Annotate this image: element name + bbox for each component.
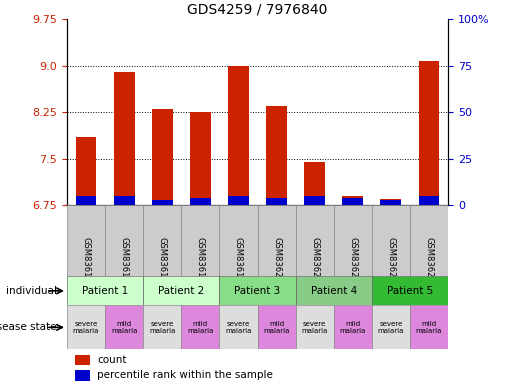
Text: mild
malaria: mild malaria [187,321,214,334]
Bar [75,370,90,381]
Bar [181,205,219,276]
Bar [67,276,143,305]
Bar [410,305,448,349]
Bar [228,66,249,205]
Bar [67,205,105,276]
Bar [143,205,181,276]
Text: individual: individual [6,286,57,296]
Bar [105,305,143,349]
Bar [76,137,96,205]
Bar [75,355,90,365]
Text: GSM836202: GSM836202 [348,237,357,288]
Bar [410,205,448,276]
Bar [190,198,211,205]
Text: GSM836198: GSM836198 [196,237,205,288]
Bar [342,196,363,205]
Text: GSM836195: GSM836195 [81,237,91,288]
Text: mild
malaria: mild malaria [339,321,366,334]
Text: count: count [97,355,127,365]
Bar [114,196,134,205]
Text: mild
malaria: mild malaria [111,321,138,334]
Text: Patient 4: Patient 4 [311,286,357,296]
Bar [296,276,372,305]
Text: Patient 5: Patient 5 [387,286,433,296]
Text: Patient 2: Patient 2 [158,286,204,296]
Bar [228,196,249,205]
Bar [181,305,219,349]
Bar [372,205,410,276]
Bar [105,205,143,276]
Text: severe
malaria: severe malaria [73,321,99,334]
Bar [296,305,334,349]
Bar [334,305,372,349]
Bar [381,199,401,205]
Text: GSM836199: GSM836199 [234,237,243,288]
Text: severe
malaria: severe malaria [377,321,404,334]
Bar [258,305,296,349]
Text: severe
malaria: severe malaria [149,321,176,334]
Text: GSM836200: GSM836200 [272,237,281,288]
Text: percentile rank within the sample: percentile rank within the sample [97,370,273,381]
Text: GSM836196: GSM836196 [119,237,129,288]
Bar [304,162,325,205]
Bar [419,61,439,205]
Bar [258,205,296,276]
Title: GDS4259 / 7976840: GDS4259 / 7976840 [187,3,328,17]
Text: Patient 3: Patient 3 [234,286,281,296]
Bar [419,196,439,205]
Bar [372,276,448,305]
Bar [266,106,287,205]
Text: mild
malaria: mild malaria [263,321,290,334]
Bar [219,205,258,276]
Bar [334,205,372,276]
Bar [143,276,219,305]
Bar [219,305,258,349]
Bar [67,305,105,349]
Bar [143,305,181,349]
Text: GSM836201: GSM836201 [310,237,319,288]
Text: mild
malaria: mild malaria [416,321,442,334]
Bar [372,305,410,349]
Text: Patient 1: Patient 1 [82,286,128,296]
Text: GSM836203: GSM836203 [386,237,396,288]
Text: GSM836204: GSM836204 [424,237,434,288]
Text: severe
malaria: severe malaria [225,321,252,334]
Text: GSM836197: GSM836197 [158,237,167,288]
Bar [76,196,96,205]
Bar [114,72,134,205]
Text: severe
malaria: severe malaria [301,321,328,334]
Bar [152,200,173,205]
Bar [152,109,173,205]
Bar [266,198,287,205]
Bar [304,196,325,205]
Bar [296,205,334,276]
Text: disease state: disease state [0,322,57,333]
Bar [381,200,401,205]
Bar [342,198,363,205]
Bar [219,276,296,305]
Bar [190,113,211,205]
